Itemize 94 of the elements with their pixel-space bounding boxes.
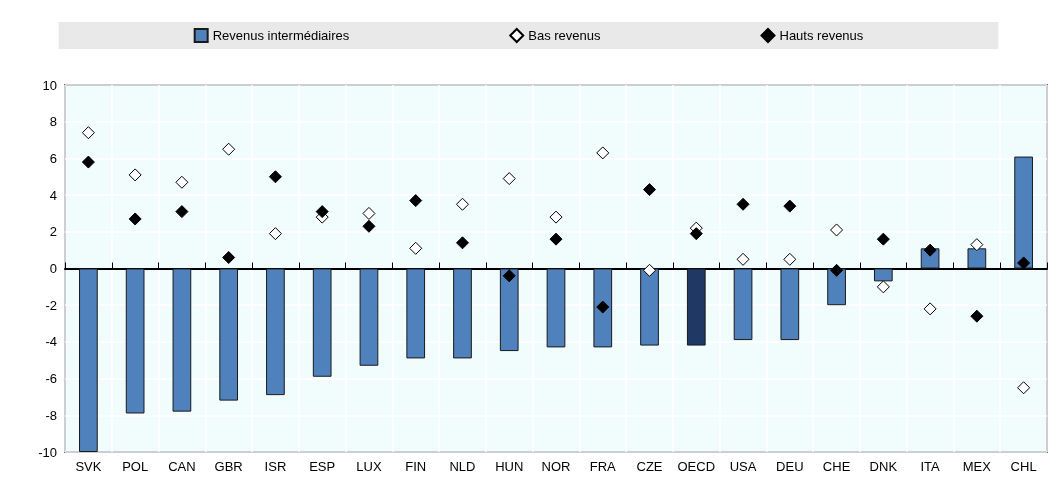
legend-label: Bas revenus [528,28,601,43]
point [1017,381,1031,395]
point [549,232,563,246]
point [362,219,376,233]
point [128,212,142,226]
point [830,223,844,237]
bar [172,268,192,412]
x-tick-label: USA [729,459,757,474]
x-tick-label: HUN [495,459,524,474]
bar [686,268,706,346]
x-tick-label: GBR [214,459,243,474]
x-tick-label: POL [122,459,149,474]
bar [453,268,472,359]
legend-label: Hauts revenus [779,28,864,43]
bar [125,268,145,414]
point [923,243,937,257]
y-tick-label: -6 [45,371,57,387]
point [175,205,189,219]
bar [546,268,566,348]
x-tick-label: ITA [920,459,941,474]
x-tick-label: DNK [869,459,898,474]
point [783,199,797,213]
point [689,227,703,241]
bar [873,268,893,282]
point [502,269,516,283]
point [175,175,189,189]
x-tick-label: SVK [75,459,102,474]
point [455,197,469,211]
x-tick-label: FIN [405,459,427,474]
y-tick-label: -2 [45,297,57,313]
bar [640,268,659,346]
point [783,252,797,266]
bar [967,248,987,269]
point [222,250,236,264]
point [455,236,469,250]
x-tick-label: CHL [1010,459,1037,474]
point [409,241,423,255]
point [923,302,937,316]
y-tick-label: 10 [42,77,57,93]
y-tick-label: 4 [49,187,57,203]
x-tick-label: CAN [168,459,196,474]
bar [219,268,239,401]
x-tick-label: FRA [589,459,617,474]
point [268,170,282,184]
x-tick-label: NLD [449,459,476,474]
point [643,183,657,197]
y-tick-label: -4 [45,334,57,350]
bar [593,268,613,348]
x-tick-label: LUX [356,459,382,474]
point [643,263,657,277]
y-tick-label: 6 [49,150,57,166]
point [596,146,610,160]
bar [733,268,753,341]
point [736,252,750,266]
x-tick-label: CZE [636,459,663,474]
bar [266,268,285,396]
x-tick-label: CHE [822,459,851,474]
point [268,227,282,241]
point [81,155,95,169]
legend-label: Revenus intermédiaires [212,28,350,43]
x-tick-label: NOR [541,459,571,474]
y-tick-label: -8 [45,407,57,423]
bar [780,268,800,341]
y-tick-label: 0 [49,261,57,276]
point [315,205,329,219]
x-tick-label: OECD [677,459,716,474]
x-tick-label: ISR [264,459,287,474]
point [876,280,890,294]
y-tick-label: 8 [49,114,57,130]
point [876,232,890,246]
bar [406,268,426,359]
point [596,300,610,314]
point [502,172,516,186]
point [970,238,984,252]
point [830,263,844,277]
point [222,142,236,156]
point [736,197,750,211]
point [970,309,984,323]
point [81,126,95,140]
bar [1014,156,1033,269]
point [549,210,563,224]
y-tick-label: 2 [49,224,57,240]
x-tick-label: DEU [776,459,804,474]
point [409,194,423,208]
x-tick-label: MEX [962,459,992,474]
bar [312,268,332,377]
point [128,168,142,182]
bar [359,268,379,366]
y-tick-label: -10 [38,444,57,460]
x-tick-label: ESP [309,459,336,474]
bar [499,268,519,352]
point [1017,256,1031,270]
point [362,206,376,220]
bar [79,268,98,452]
